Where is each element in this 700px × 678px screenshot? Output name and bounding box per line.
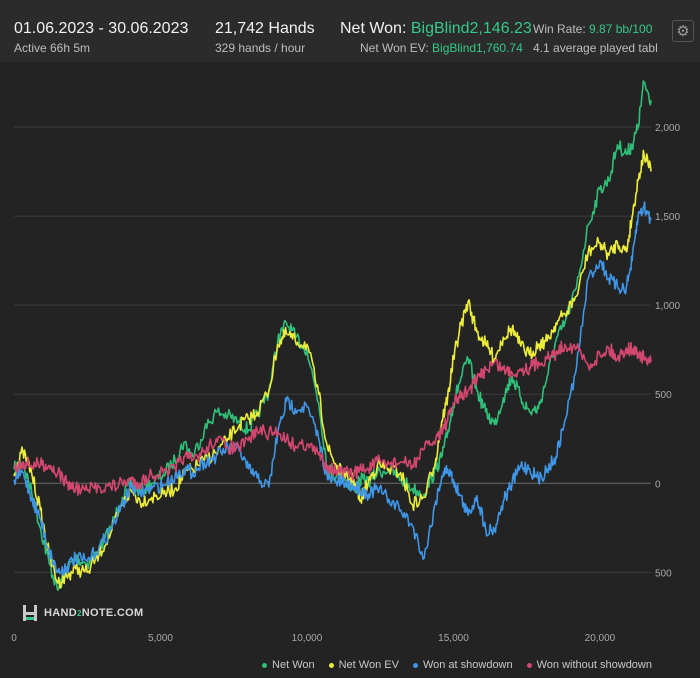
average-tables: 4.1 average played tabl: [533, 41, 658, 55]
net-won-label: Net Won:: [340, 20, 411, 37]
y-tick-label: 1,500: [655, 212, 680, 223]
y-tick-label: 0: [655, 479, 661, 490]
settings-button[interactable]: ⚙: [672, 20, 694, 42]
chart-area: [0, 62, 700, 678]
win-rate-value: 9.87 bb/100: [589, 22, 653, 36]
x-tick-label: 5,000: [148, 633, 173, 644]
legend-dot-icon: [328, 662, 334, 668]
y-tick-label: 500: [655, 390, 672, 401]
active-time: Active 66h 5m: [14, 41, 91, 55]
legend-item[interactable]: Net Won EV: [328, 659, 399, 671]
gear-icon: ⚙: [676, 22, 690, 40]
x-tick-labels: 0 5,000 10,000 15,000 20,000: [11, 633, 615, 644]
net-won-ev-label: Net Won EV:: [360, 41, 433, 55]
legend-item[interactable]: Net Won: [262, 659, 315, 671]
hand2note-logo-icon: [22, 604, 40, 622]
net-won-ev: Net Won EV: BigBlind1,760.74: [360, 41, 523, 55]
hands-per-hour: 329 hands / hour: [215, 41, 306, 55]
series-line-won-without-showdown: [13, 340, 652, 496]
y-tick-label: 2,000: [655, 123, 680, 134]
win-rate-label: Win Rate:: [533, 22, 590, 36]
net-won-ev-value: BigBlind1,760.74: [432, 41, 523, 55]
chart-legend: Net Won Net Won EV Won at showdown Won with…: [248, 659, 652, 671]
win-rate: Win Rate: 9.87 bb/100: [533, 22, 667, 36]
legend-item[interactable]: Won at showdown: [412, 659, 513, 671]
y-tick-labels: 2,000 1,500 1,000 500 0 500: [655, 123, 680, 579]
legend-dot-icon: [526, 662, 532, 668]
series-line-won-at-showdown: [13, 201, 652, 576]
x-tick-label: 10,000: [292, 633, 323, 644]
series-line-net-won-ev: [13, 149, 652, 589]
legend-label: Net Won: [272, 659, 315, 671]
x-tick-label: 0: [11, 633, 17, 644]
legend-item[interactable]: Won without showdown: [526, 659, 652, 671]
series-line-net-won: [13, 80, 652, 591]
legend-label: Net Won EV: [338, 659, 399, 671]
legend-label: Won at showdown: [422, 659, 513, 671]
series-lines: [13, 80, 652, 591]
legend-dot-icon: [412, 662, 418, 668]
y-tick-label: 1,000: [655, 301, 680, 312]
y-tick-label: 500: [655, 568, 672, 579]
stats-header: 01.06.2023 - 30.06.2023 Active 66h 5m 21…: [0, 0, 700, 62]
legend-label: Won without showdown: [536, 659, 652, 671]
hand2note-logo: HAND2NOTE.COM: [22, 604, 143, 622]
x-tick-label: 15,000: [438, 633, 469, 644]
x-tick-label: 20,000: [585, 633, 616, 644]
legend-dot-icon: [262, 662, 268, 668]
net-won: Net Won: BigBlind2,146.23: [340, 20, 532, 38]
hands-count: 21,742 Hands: [215, 20, 315, 37]
grid-lines: [14, 126, 651, 573]
hand2note-logo-text: HAND2NOTE.COM: [44, 607, 144, 619]
net-won-value: BigBlind2,146.23: [410, 20, 532, 37]
date-range: 01.06.2023 - 30.06.2023: [14, 20, 189, 37]
